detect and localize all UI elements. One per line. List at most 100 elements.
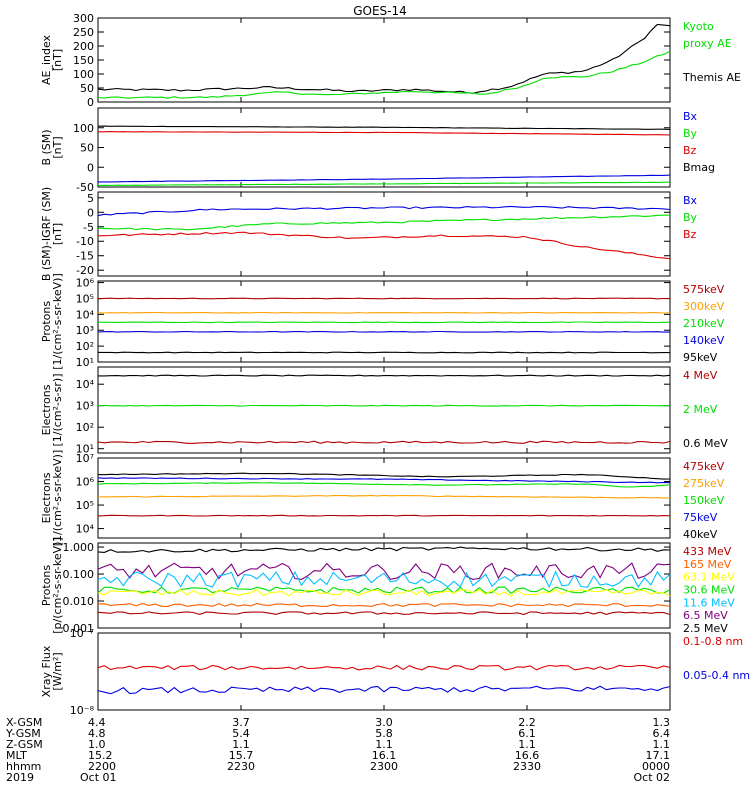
legend-label: 300keV (683, 300, 725, 313)
footer-value: 15.7 (229, 749, 254, 762)
footer-value: 2330 (513, 760, 541, 773)
legend-label: 4 MeV (683, 369, 718, 382)
footer-value: 1.1 (232, 738, 250, 751)
footer-value: 17.1 (646, 749, 671, 762)
y-axis-label: B (SM)-IGRF (SM)[nT] (40, 187, 64, 281)
y-tick-label: 10⁴ (76, 523, 95, 536)
series-line: 165 MeV (97, 602, 671, 608)
y-tick-label: -5 (83, 221, 94, 234)
footer-value: 6.1 (518, 727, 536, 740)
footer-row-label: MLT (6, 749, 27, 762)
y-tick-label: 0.001 (63, 622, 95, 635)
series-line: 0.05-0.4 nm (97, 685, 671, 695)
panel-frame (97, 542, 671, 629)
series-line: 75keV (97, 477, 671, 484)
footer-row-label: Z-GSM (6, 738, 43, 751)
y-tick-label: 10⁵ (76, 499, 94, 512)
legend-label: 575keV (683, 283, 725, 296)
y-axis-label: Electrons[1/(cm²-s-sr)] (40, 374, 64, 447)
legend-label: Bx (683, 110, 698, 123)
footer-value: 16.1 (372, 749, 397, 762)
y-tick-label: 0.100 (63, 568, 95, 581)
footer-value: 4.4 (88, 716, 106, 729)
legend-label: 30.6 MeV (683, 584, 735, 597)
legend-label: 210keV (683, 317, 725, 330)
plot-title: GOES-14 (353, 4, 407, 18)
legend-label: Themis AE (682, 71, 741, 84)
legend-label: 75keV (683, 511, 718, 524)
series-line: Bz (98, 131, 671, 136)
y-tick-label: 100 (73, 68, 94, 81)
series-line: 300keV (97, 311, 671, 314)
footer-value: 0000 (642, 760, 670, 773)
series-line: 475keV (97, 514, 671, 517)
y-tick-label: 0.010 (63, 595, 95, 608)
y-tick-label: 1.000 (63, 541, 95, 554)
y-tick-label: 10³ (76, 400, 94, 413)
legend-label: Bz (683, 228, 697, 241)
legend-label: Bz (683, 144, 697, 157)
y-tick-label: 10⁴ (76, 378, 95, 391)
footer-value: 1.1 (375, 738, 393, 751)
y-tick-label: 5 (87, 192, 94, 205)
footer-value: 1.1 (653, 738, 671, 751)
legend-label: 0.05-0.4 nm (683, 669, 750, 682)
panel-frame (97, 632, 671, 711)
y-tick-label: 10⁷ (76, 452, 94, 465)
panel-4: 10⁶ 10⁵ 10⁴ 10³ 10² 10¹ 575keV 300keV 210keV 140k… (40, 273, 725, 370)
footer-date-end: Oct 02 (633, 771, 670, 784)
footer-value: 1.3 (653, 716, 671, 729)
y-tick-label: 300 (73, 12, 94, 25)
legend-label: 6.5 MeV (683, 609, 728, 622)
series-line: Kyoto proxy AE (97, 50, 671, 99)
legend-label: By (683, 211, 698, 224)
series-line: 11.6 MeV (97, 570, 671, 589)
legend-label: 2.5 MeV (683, 622, 728, 635)
y-tick-label: 0 (87, 96, 94, 109)
series-line: Bx (98, 174, 671, 183)
series-line: 2 MeV (97, 404, 671, 407)
legend-label: 150keV (683, 494, 725, 507)
footer-date-start: Oct 01 (80, 771, 117, 784)
series-line: 63.1 MeV (97, 589, 671, 597)
footer-value: 1.0 (88, 738, 106, 751)
footer-value: 3.0 (375, 716, 393, 729)
panel-frame (97, 457, 671, 539)
y-tick-label: 10² (76, 421, 94, 434)
footer-value: 5.8 (375, 727, 393, 740)
y-tick-label: 10⁻⁸ (70, 704, 95, 717)
series-line: Themis AE (97, 23, 671, 94)
y-tick-label: 50 (80, 82, 94, 95)
series-line: 275keV (97, 494, 671, 499)
y-axis-label: Xray Flux[W/m²] (40, 645, 64, 697)
legend-label: 165 MeV (683, 558, 732, 571)
y-tick-label: -20 (76, 264, 94, 277)
legend-label: 475keV (683, 460, 725, 473)
legend-label: 11.6 MeV (683, 596, 735, 609)
y-axis-label: Electrons[1/(cm²-s-sr-keV)] (40, 450, 64, 547)
footer-value: 15.2 (88, 749, 113, 762)
panel-frame (97, 107, 671, 188)
y-tick-label: 50 (80, 142, 94, 155)
series-line: Bmag (97, 125, 671, 130)
y-tick-label: 10¹ (76, 356, 94, 369)
footer-value: 2230 (227, 760, 255, 773)
y-tick-label: 0 (87, 206, 94, 219)
y-axis-label: AE_index[nT] (40, 34, 64, 85)
footer-value: 2300 (370, 760, 398, 773)
legend-label: By (683, 127, 698, 140)
y-tick-label: 0 (87, 161, 94, 174)
footer-date-label: 2019 (6, 771, 34, 784)
series-line: Bz (97, 231, 671, 260)
y-tick-label: 10⁴ (76, 308, 95, 321)
series-line: By (97, 214, 670, 231)
legend-label: 2 MeV (683, 403, 718, 416)
series-line: 6.5 MeV (97, 562, 671, 580)
footer-value: 3.7 (232, 716, 250, 729)
footer-value: 2200 (88, 760, 116, 773)
y-tick-label: 10⁵ (76, 292, 94, 305)
y-tick-label: 10⁶ (76, 277, 95, 290)
series-line: 433 MeV (97, 611, 671, 616)
